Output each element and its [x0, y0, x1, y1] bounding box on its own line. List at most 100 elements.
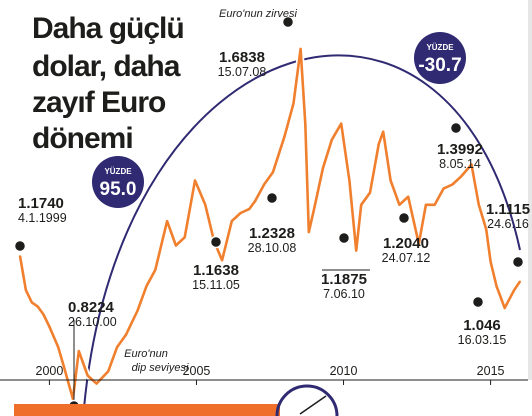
data-point — [398, 203, 401, 206]
annotation-marker — [209, 235, 223, 249]
data-point — [263, 183, 266, 186]
data-point — [330, 138, 333, 141]
percent-badge-value: 95.0 — [100, 179, 137, 200]
data-point — [77, 350, 80, 353]
data-point — [489, 260, 492, 263]
data-point — [154, 268, 157, 271]
data-point — [86, 374, 89, 377]
data-point — [495, 285, 498, 288]
data-point — [194, 179, 196, 182]
annotation-value: 1.1115 — [486, 201, 530, 218]
data-point — [124, 333, 127, 336]
data-point — [248, 208, 251, 210]
bottom-bar — [14, 404, 280, 416]
data-point — [417, 242, 420, 245]
data-point — [72, 397, 74, 400]
series-line-group — [17, 45, 523, 402]
data-point — [433, 203, 436, 206]
data-point — [221, 259, 223, 262]
data-point — [460, 175, 463, 178]
data-point — [355, 249, 358, 252]
annotation-date: 26.10.00 — [68, 315, 117, 329]
annotation-date: 15.11.05 — [192, 278, 240, 292]
data-point — [116, 346, 118, 348]
x-tick-label: 2015 — [477, 364, 505, 378]
data-point — [503, 307, 506, 309]
annotation-date: 24.07.12 — [382, 251, 431, 265]
bottom-circle-stroke — [299, 395, 327, 415]
data-point — [382, 130, 385, 133]
x-tick-label: 2000 — [36, 364, 64, 378]
annotation-value: 1.1875 — [321, 271, 367, 288]
annotation-date: 8.05.14 — [439, 157, 481, 171]
data-point — [313, 208, 316, 210]
data-point — [369, 191, 371, 194]
data-point — [30, 301, 33, 304]
x-axis-ticks: 2000 2005 2010 2015 — [36, 364, 505, 385]
data-point — [42, 313, 45, 316]
annotation-date: 7.06.10 — [323, 287, 365, 301]
percent-badge-value: -30.7 — [418, 55, 461, 76]
trend-arc — [83, 54, 521, 409]
data-point — [272, 171, 274, 174]
data-point — [322, 167, 324, 170]
plot-frame-border — [528, 0, 532, 380]
data-point — [340, 122, 343, 125]
percent-badge-label: YÜZDE — [104, 167, 132, 176]
annotation-marker — [471, 295, 485, 309]
data-point — [183, 236, 186, 239]
data-point — [24, 289, 27, 292]
data-point — [407, 195, 410, 198]
data-point — [230, 220, 233, 222]
trough-note-line1: Euro'nun — [124, 348, 168, 360]
data-point — [36, 305, 39, 308]
data-point — [136, 309, 139, 312]
annotation-date: 15.07.08 — [218, 65, 267, 79]
peak-note: Euro'nun zirvesi — [219, 8, 297, 20]
title-line-1: Daha güçlü — [32, 12, 185, 45]
data-point — [451, 183, 454, 186]
data-point — [292, 102, 295, 105]
annotation-value: 1.3992 — [437, 141, 483, 158]
data-point — [424, 203, 427, 206]
data-point — [19, 255, 21, 257]
annotation-date: 4.1.1999 — [18, 211, 67, 225]
data-point — [254, 199, 257, 202]
annotation-value: 1.1638 — [193, 262, 239, 279]
data-point — [57, 346, 60, 348]
annotation-marker — [337, 231, 351, 245]
title-line-3: zayıf Euro — [32, 86, 166, 119]
data-point — [283, 134, 286, 137]
data-point — [307, 231, 310, 234]
data-point — [304, 122, 307, 125]
data-point — [299, 47, 302, 50]
data-point — [360, 203, 363, 206]
data-point — [95, 382, 98, 385]
annotation-marker — [511, 255, 525, 269]
data-point — [519, 280, 521, 283]
percent-badge-circle — [414, 32, 466, 84]
x-tick-label: 2005 — [183, 364, 211, 378]
annotation-date: 24.6.16 — [487, 217, 529, 231]
annotation-marker — [449, 121, 463, 135]
trough-note-line2: dip seviyesi — [132, 362, 189, 374]
bottom-circle-decoration — [275, 384, 339, 416]
data-point — [166, 220, 168, 222]
data-point — [485, 228, 488, 231]
data-point — [63, 366, 66, 369]
title-line-4: dönemi — [32, 122, 134, 155]
badge-group: YÜZDE 95.0 YÜZDE -30.7 — [92, 32, 466, 208]
annotation-value: 1.046 — [463, 317, 501, 334]
title-line-2: dolar, daha — [32, 50, 180, 83]
trough-note: Euro'nun dip seviyesi — [124, 348, 189, 374]
data-point — [48, 325, 51, 328]
data-point — [442, 187, 445, 190]
data-point — [145, 285, 148, 288]
annotation-value: 0.8224 — [68, 299, 115, 316]
annotation-marker — [265, 191, 279, 205]
data-point — [513, 289, 516, 292]
data-point — [204, 203, 207, 206]
data-point — [477, 203, 480, 206]
data-point — [174, 244, 177, 247]
